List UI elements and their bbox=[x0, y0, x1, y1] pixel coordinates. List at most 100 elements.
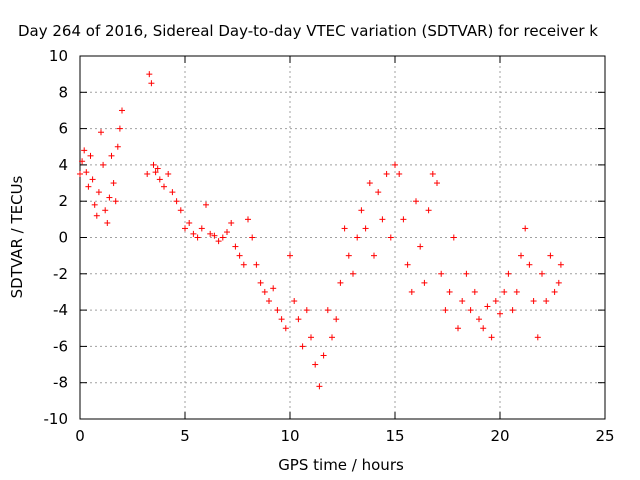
data-point bbox=[379, 216, 386, 223]
data-point bbox=[274, 307, 281, 314]
data-point bbox=[299, 343, 306, 350]
data-point bbox=[186, 219, 193, 226]
data-point bbox=[110, 180, 117, 187]
data-point bbox=[295, 316, 302, 323]
data-point bbox=[190, 230, 197, 237]
data-point bbox=[417, 243, 424, 250]
data-point bbox=[371, 252, 377, 259]
data-point bbox=[467, 307, 474, 314]
data-point bbox=[329, 334, 335, 341]
data-point bbox=[438, 270, 445, 277]
data-point bbox=[366, 180, 373, 187]
data-points bbox=[77, 71, 564, 390]
data-point bbox=[148, 80, 155, 87]
data-point bbox=[207, 230, 214, 237]
data-point bbox=[362, 225, 369, 232]
x-tick-label: 20 bbox=[490, 427, 509, 445]
data-point bbox=[534, 334, 541, 341]
x-tick-label: 5 bbox=[180, 427, 190, 445]
data-point bbox=[341, 225, 348, 232]
x-tick-label: 25 bbox=[595, 427, 614, 445]
data-point bbox=[266, 298, 272, 305]
data-point bbox=[547, 252, 554, 259]
data-point bbox=[425, 207, 432, 214]
data-point bbox=[526, 261, 533, 268]
data-point bbox=[429, 170, 436, 177]
data-point bbox=[320, 352, 327, 359]
data-point bbox=[257, 279, 264, 286]
data-point bbox=[383, 170, 390, 177]
data-point bbox=[497, 310, 503, 317]
data-point bbox=[152, 169, 159, 176]
data-point bbox=[392, 161, 398, 168]
data-point bbox=[83, 169, 90, 176]
data-point bbox=[539, 270, 545, 277]
y-tick-label: -10 bbox=[44, 410, 69, 428]
x-axis-label: GPS time / hours bbox=[278, 456, 404, 474]
data-point bbox=[161, 183, 167, 190]
data-point bbox=[102, 207, 109, 214]
data-point bbox=[232, 243, 239, 250]
data-point bbox=[261, 288, 268, 295]
data-point bbox=[316, 383, 323, 390]
data-point bbox=[396, 170, 403, 177]
data-point bbox=[146, 71, 153, 78]
data-point bbox=[198, 225, 205, 232]
data-point bbox=[150, 161, 157, 168]
data-point bbox=[224, 229, 230, 236]
y-axis: -10 -8 -6 -4 -2 0 2 4 6 8 10 bbox=[44, 47, 605, 428]
data-point bbox=[345, 252, 352, 259]
data-point bbox=[106, 194, 113, 201]
data-point bbox=[312, 361, 319, 368]
data-point bbox=[476, 316, 482, 323]
data-point bbox=[79, 158, 86, 165]
data-point bbox=[228, 219, 235, 226]
data-point bbox=[413, 198, 419, 205]
data-point bbox=[77, 170, 83, 177]
data-point bbox=[513, 288, 520, 295]
data-point bbox=[459, 298, 466, 305]
x-tick-label: 0 bbox=[75, 427, 85, 445]
data-point bbox=[505, 270, 512, 277]
data-point bbox=[492, 298, 499, 305]
x-axis: 0 5 10 15 20 25 bbox=[75, 56, 615, 445]
data-point bbox=[358, 207, 365, 214]
data-point bbox=[100, 161, 107, 168]
data-point bbox=[203, 201, 209, 208]
data-point bbox=[291, 298, 298, 305]
data-point bbox=[354, 234, 361, 241]
data-point bbox=[95, 189, 102, 196]
data-point bbox=[484, 303, 491, 310]
data-point bbox=[421, 279, 428, 286]
x-tick-label: 15 bbox=[385, 427, 404, 445]
data-point bbox=[270, 285, 277, 292]
data-point bbox=[442, 307, 449, 314]
y-tick-label: 4 bbox=[58, 156, 68, 174]
data-point bbox=[169, 189, 176, 196]
data-point bbox=[236, 252, 243, 259]
data-point bbox=[211, 232, 218, 239]
data-point bbox=[375, 189, 382, 196]
data-point bbox=[249, 234, 256, 241]
y-tick-label: -4 bbox=[53, 301, 68, 319]
data-point bbox=[154, 165, 161, 172]
data-point bbox=[446, 288, 453, 295]
data-point bbox=[116, 125, 123, 132]
data-point bbox=[177, 207, 184, 214]
y-axis-label: SDTVAR / TECUs bbox=[8, 175, 26, 298]
data-point bbox=[112, 198, 119, 205]
data-point bbox=[303, 307, 310, 314]
data-point bbox=[215, 238, 222, 245]
data-point bbox=[119, 107, 125, 114]
data-point bbox=[543, 298, 550, 305]
data-point bbox=[308, 334, 314, 341]
data-point bbox=[240, 261, 247, 268]
data-point bbox=[165, 170, 172, 177]
data-point bbox=[387, 234, 394, 241]
data-point bbox=[182, 225, 188, 232]
data-point bbox=[85, 183, 92, 190]
data-point bbox=[219, 234, 226, 241]
data-point bbox=[91, 201, 98, 208]
data-point bbox=[450, 234, 457, 241]
